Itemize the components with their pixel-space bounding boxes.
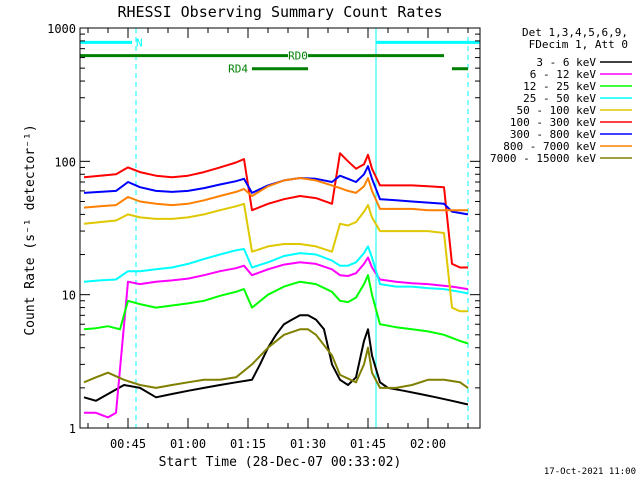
series-line-8 bbox=[83, 328, 469, 389]
annotation-label-rd4: RD4 bbox=[228, 63, 248, 76]
chart-title: RHESSI Observing Summary Count Rates bbox=[117, 3, 442, 21]
legend-label-7: 800 - 7000 keV bbox=[503, 140, 596, 153]
legend-label-8: 7000 - 15000 keV bbox=[490, 152, 596, 165]
series-line-0 bbox=[83, 314, 469, 406]
y-axis-label: Count Rate (s⁻¹ detector⁻¹) bbox=[23, 124, 38, 335]
legend-label-4: 50 - 100 keV bbox=[517, 104, 597, 117]
series-line-3 bbox=[83, 245, 469, 295]
x-tick-label-0: 00:45 bbox=[110, 437, 146, 451]
y-tick-label-0: 1 bbox=[69, 422, 76, 436]
series-line-4 bbox=[83, 202, 468, 313]
legend-label-3: 25 - 50 keV bbox=[523, 92, 596, 105]
x-tick-label-5: 02:00 bbox=[410, 437, 446, 451]
y-tick-label-3: 1000 bbox=[47, 22, 76, 36]
x-tick-label-2: 01:15 bbox=[230, 437, 266, 451]
x-tick-label-1: 01:00 bbox=[170, 437, 206, 451]
legend-header-line-0: Det 1,3,4,5,6,9, bbox=[522, 26, 628, 39]
axes-frame bbox=[79, 27, 481, 429]
legend-label-2: 12 - 25 keV bbox=[523, 80, 596, 93]
series-line-7 bbox=[83, 177, 468, 212]
legend-label-5: 100 - 300 keV bbox=[510, 116, 596, 129]
legend-label-1: 6 - 12 keV bbox=[530, 68, 597, 81]
x-tick-label-3: 01:30 bbox=[290, 437, 326, 451]
date-stamp: 17-Oct-2021 11:00 bbox=[543, 467, 636, 477]
x-tick-label-4: 01:45 bbox=[350, 437, 386, 451]
legend-label-6: 300 - 800 keV bbox=[510, 128, 596, 141]
y-tick-label-2: 100 bbox=[54, 155, 76, 169]
annotation-label-rd0: RD0 bbox=[288, 50, 308, 63]
legend-header-line-1: FDecim 1, Att 0 bbox=[529, 38, 628, 51]
annotation-label-n: N bbox=[136, 36, 143, 49]
series-line-5 bbox=[83, 152, 468, 269]
series-line-2 bbox=[83, 274, 469, 345]
x-axis-label: Start Time (28-Dec-07 00:33:02) bbox=[159, 455, 402, 470]
y-tick-label-1: 10 bbox=[62, 289, 76, 303]
series-line-1 bbox=[84, 256, 469, 419]
legend: Det 1,3,4,5,6,9,FDecim 1, Att 0 3 - 6 keV… bbox=[490, 26, 632, 165]
plot-area: N RD0 RD4 1 10 100 1000 00:45 01:00 01:15 01:30 01:… bbox=[47, 22, 481, 451]
legend-label-0: 3 - 6 keV bbox=[536, 56, 596, 69]
